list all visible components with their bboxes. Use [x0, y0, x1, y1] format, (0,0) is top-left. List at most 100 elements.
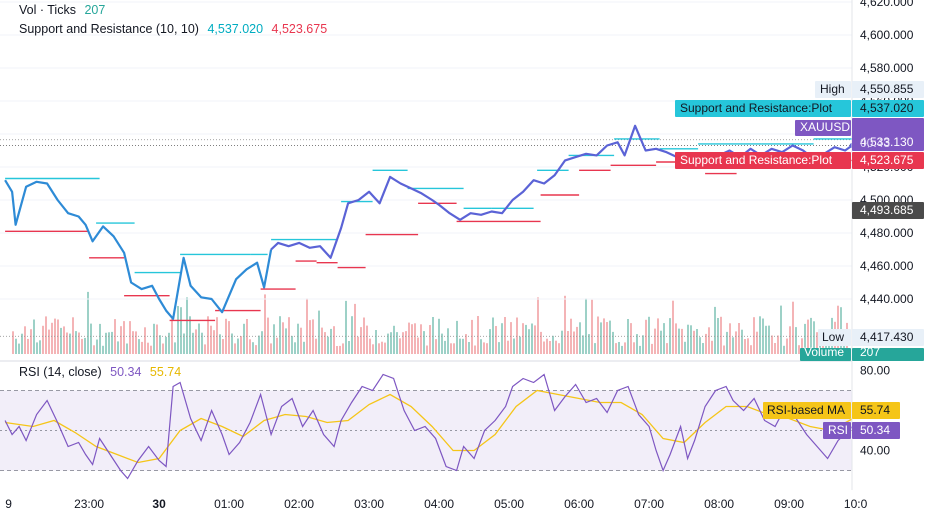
volume-bar	[687, 324, 689, 354]
volume-bar	[240, 336, 242, 354]
time-tick-label: 06:00	[564, 497, 594, 511]
price-tick-label: 4,440.000	[860, 292, 914, 306]
volume-legend-value: 207	[84, 3, 106, 17]
rsi-legend-ma-value: 55.74	[149, 365, 182, 379]
rsi-legend-label: RSI (14, close)	[19, 365, 102, 379]
volume-bar	[63, 326, 65, 354]
price-tick-label: 4,620.000	[860, 0, 914, 9]
volume-bar	[723, 345, 725, 354]
volume-bar	[621, 345, 623, 354]
rsi-tick-label: 80.00	[860, 364, 890, 378]
volume-bar	[663, 323, 665, 354]
volume-bar	[489, 329, 491, 354]
volume-bar	[741, 329, 743, 354]
volume-bar	[390, 332, 392, 354]
volume-bar	[129, 321, 131, 354]
volume-bar	[534, 325, 536, 354]
low-label: Low	[818, 329, 851, 346]
volume-bar	[753, 317, 755, 354]
volume-bar	[45, 316, 47, 354]
volume-bar	[513, 338, 515, 354]
volume-bar	[321, 327, 323, 354]
volume-bar	[483, 342, 485, 354]
volume-bar	[177, 306, 179, 354]
volume-bar	[540, 331, 542, 354]
rsi-ma-label-bg	[763, 402, 851, 419]
volume-bar	[804, 323, 806, 354]
volume-legend[interactable]: Vol · Ticks 207	[19, 3, 105, 17]
volume-bar	[579, 322, 581, 354]
volume-bar	[42, 325, 44, 354]
volume-bar	[792, 301, 794, 354]
volume-bar	[564, 295, 566, 354]
volume-bar	[201, 332, 203, 354]
volume-bar	[333, 326, 335, 354]
volume-bar	[162, 343, 164, 354]
volume-bar	[96, 339, 98, 354]
resistance-label: Support and Resistance:Plot	[675, 100, 851, 117]
price-value-bg	[852, 118, 924, 151]
volume-bar	[345, 300, 347, 354]
price-value-text: 4,533.130	[860, 135, 914, 149]
volume-bar	[174, 342, 176, 354]
low-value-bg	[852, 329, 924, 346]
volume-bar	[222, 339, 224, 354]
cursor-price-text: 4,493.685	[860, 203, 914, 217]
volume-bar	[573, 331, 575, 354]
volume-bar	[327, 336, 329, 354]
volume-bar	[294, 342, 296, 354]
volume-bar	[453, 343, 455, 354]
resistance-label-text: Support and Resistance:Plot	[680, 101, 833, 115]
volume-bar	[72, 317, 74, 354]
rsi-legend-value: 50.34	[110, 365, 142, 379]
resistance-value-text: 4,537.020	[860, 101, 914, 115]
rsi-legend[interactable]: RSI (14, close) 50.34 55.74	[19, 365, 181, 379]
time-axis[interactable]: 9 23:00 30 01:00 02:00 03:00 04:00 05:00 06:00 07…	[5, 497, 867, 511]
volume-bar	[642, 335, 644, 354]
volume-bar	[738, 323, 740, 354]
volume-bar	[90, 323, 92, 354]
volume-bar	[387, 333, 389, 354]
volume-bar	[147, 342, 149, 354]
high-label-text: High	[820, 82, 845, 96]
volume-bar	[102, 345, 104, 354]
volume-bar	[633, 342, 635, 354]
volume-bar	[468, 342, 470, 354]
volume-bar	[51, 322, 53, 354]
volume-bar	[768, 325, 770, 354]
resistance-value-bg	[852, 100, 924, 117]
volume-bar	[270, 343, 272, 354]
volume-bar	[420, 324, 422, 354]
volume-bar	[264, 294, 266, 354]
volume-bar	[681, 328, 683, 354]
volume-bar	[312, 319, 314, 354]
volume-bar	[432, 317, 434, 354]
volume-bar	[339, 345, 341, 354]
volume-bar	[408, 322, 410, 354]
volume-bar	[366, 325, 368, 354]
rsi-ma-label-text: RSI-based MA	[767, 403, 845, 417]
volume-bar	[705, 333, 707, 354]
volume-bar	[336, 346, 338, 354]
volume-bar	[789, 326, 791, 354]
volume-bar	[798, 345, 800, 354]
volume-bar	[351, 316, 353, 354]
volume-bar	[297, 323, 299, 354]
volume-bar	[93, 345, 95, 354]
sr-legend[interactable]: Support and Resistance (10, 10) 4,537.02…	[19, 22, 327, 36]
volume-bar	[639, 345, 641, 354]
time-tick-label: 02:00	[284, 497, 314, 511]
volume-badge-value: 207	[852, 345, 924, 361]
volume-bar	[213, 330, 215, 354]
volume-bar	[282, 322, 284, 354]
high-value: 4,550.855	[852, 81, 924, 98]
volume-bar	[684, 341, 686, 354]
time-tick-label: 09:00	[774, 497, 804, 511]
time-tick-label: 30	[152, 497, 166, 511]
volume-bar	[777, 335, 779, 354]
volume-bar	[33, 319, 35, 354]
volume-bar	[210, 325, 212, 354]
price-gridlines	[0, 1, 852, 337]
